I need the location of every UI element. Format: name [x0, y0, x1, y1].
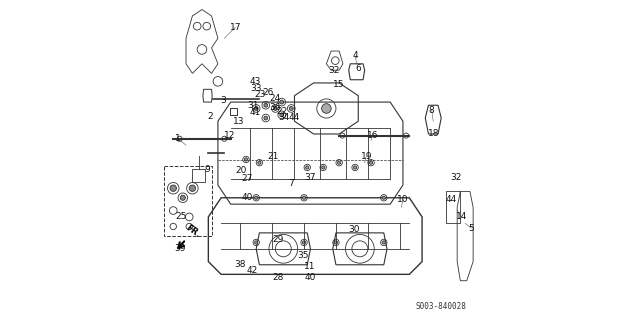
- Circle shape: [353, 166, 356, 169]
- Text: 30: 30: [349, 225, 360, 234]
- Circle shape: [321, 166, 324, 169]
- Text: 12: 12: [225, 131, 236, 140]
- Circle shape: [303, 196, 306, 199]
- Text: 23: 23: [254, 90, 266, 99]
- Circle shape: [255, 196, 258, 199]
- Text: 38: 38: [234, 260, 245, 269]
- Circle shape: [280, 100, 284, 104]
- Text: 18: 18: [428, 130, 439, 138]
- Text: 36: 36: [269, 103, 280, 112]
- Circle shape: [334, 241, 337, 244]
- Text: 32: 32: [329, 66, 340, 75]
- Text: 9: 9: [205, 165, 211, 174]
- Text: 44: 44: [445, 195, 456, 204]
- Text: 2: 2: [207, 112, 212, 121]
- Circle shape: [244, 158, 248, 161]
- Text: 28: 28: [273, 273, 284, 282]
- Text: 3: 3: [220, 96, 225, 105]
- Circle shape: [258, 161, 261, 164]
- Text: 41: 41: [250, 108, 261, 117]
- Text: 16: 16: [367, 131, 378, 140]
- Text: 7: 7: [288, 179, 294, 188]
- Text: FR.: FR.: [184, 223, 202, 240]
- Text: 22: 22: [276, 107, 287, 116]
- Circle shape: [382, 196, 385, 199]
- Text: 4: 4: [352, 51, 358, 60]
- Text: 39: 39: [175, 244, 186, 253]
- Text: 27: 27: [241, 174, 252, 183]
- Circle shape: [337, 161, 340, 164]
- Text: 26: 26: [262, 88, 274, 97]
- Text: 14: 14: [456, 212, 468, 221]
- Circle shape: [255, 241, 258, 244]
- Text: 42: 42: [247, 266, 258, 275]
- Text: 5: 5: [468, 224, 474, 233]
- Text: 44: 44: [289, 113, 300, 122]
- Text: S003-840028: S003-840028: [416, 302, 467, 311]
- Circle shape: [306, 166, 309, 169]
- Text: 35: 35: [298, 251, 309, 260]
- Text: 40: 40: [241, 193, 253, 202]
- Text: 32: 32: [450, 173, 461, 182]
- Text: 33: 33: [250, 84, 261, 93]
- Circle shape: [369, 161, 372, 164]
- Circle shape: [280, 113, 284, 117]
- Text: 20: 20: [236, 166, 246, 175]
- Text: 29: 29: [272, 235, 284, 244]
- Circle shape: [254, 107, 258, 110]
- Text: 25: 25: [175, 212, 187, 221]
- Text: 40: 40: [304, 273, 316, 282]
- Circle shape: [289, 107, 293, 110]
- Circle shape: [264, 103, 268, 107]
- Text: 19: 19: [360, 152, 372, 161]
- Text: 31: 31: [247, 101, 259, 110]
- Circle shape: [273, 107, 277, 110]
- Text: 10: 10: [397, 195, 409, 204]
- Text: 13: 13: [233, 117, 244, 126]
- Text: 43: 43: [250, 77, 261, 86]
- Text: 11: 11: [304, 262, 316, 271]
- Text: 15: 15: [333, 80, 345, 89]
- Circle shape: [264, 116, 268, 120]
- Text: 17: 17: [230, 23, 241, 32]
- Text: 6: 6: [355, 64, 361, 73]
- Text: 34: 34: [278, 113, 290, 122]
- Circle shape: [180, 195, 186, 200]
- Circle shape: [303, 241, 306, 244]
- Circle shape: [170, 185, 177, 191]
- Text: 1: 1: [175, 134, 181, 143]
- Text: 21: 21: [267, 152, 278, 161]
- Text: 24: 24: [269, 94, 280, 103]
- Circle shape: [321, 104, 331, 113]
- Text: 37: 37: [304, 173, 316, 182]
- Circle shape: [189, 185, 196, 191]
- Text: 8: 8: [429, 106, 435, 115]
- Circle shape: [382, 241, 385, 244]
